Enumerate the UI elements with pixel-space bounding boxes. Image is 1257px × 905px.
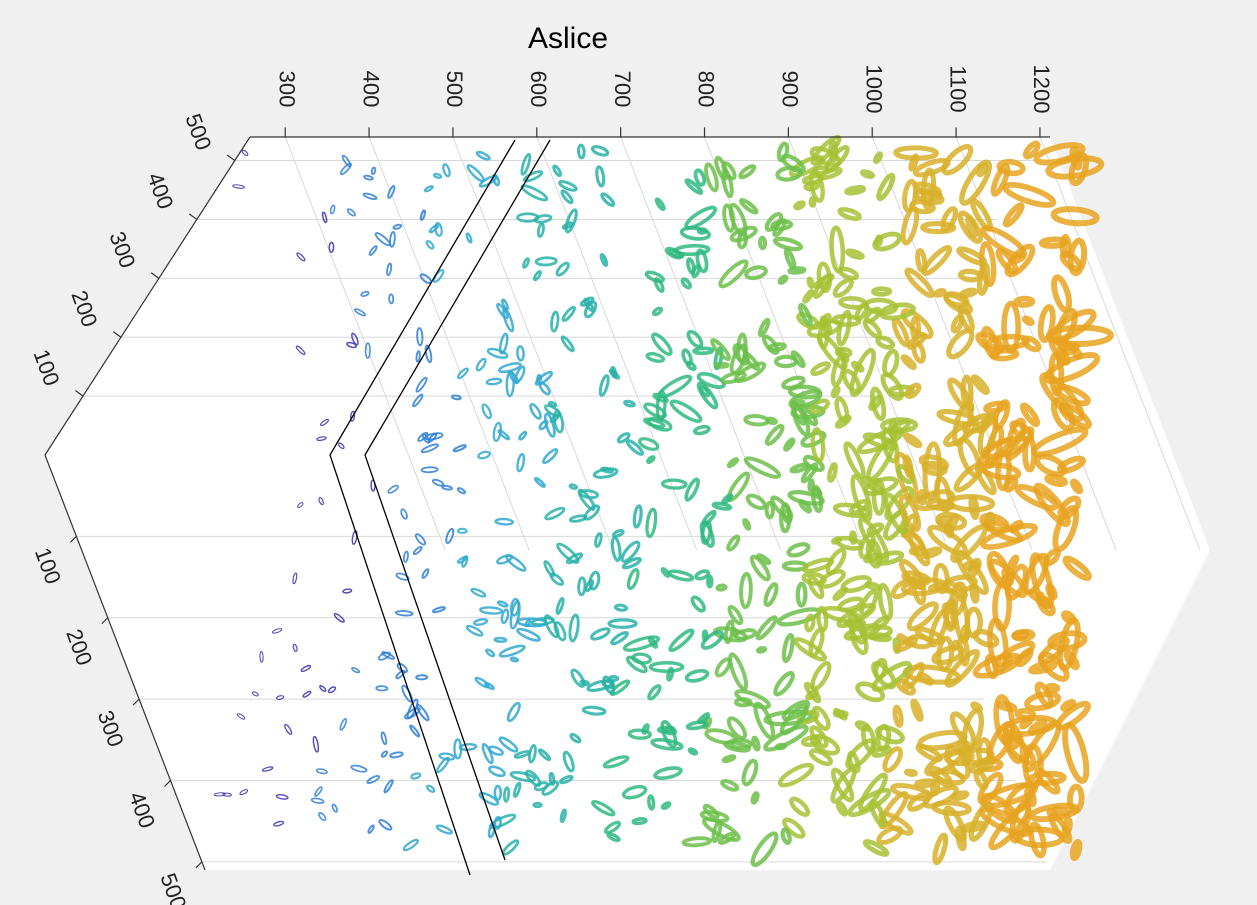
surface-blob bbox=[1047, 585, 1056, 598]
x-tick-label: 800 bbox=[694, 71, 719, 108]
surface-blob bbox=[716, 364, 728, 367]
x-tick-label: 300 bbox=[274, 71, 299, 108]
x-tick-label: 1200 bbox=[1029, 65, 1054, 114]
z-tick-label: 400 bbox=[124, 788, 160, 831]
x-tick-label: 700 bbox=[610, 71, 635, 108]
x-tick-label: 1100 bbox=[945, 65, 970, 112]
chart-title: Aslice bbox=[528, 22, 608, 55]
tick-mark bbox=[133, 699, 139, 705]
surface-blob bbox=[758, 647, 766, 652]
x-tick-label: 400 bbox=[358, 71, 383, 108]
surface-blob bbox=[789, 268, 804, 273]
y-tick-label: 300 bbox=[104, 228, 140, 271]
surface-blob bbox=[866, 583, 879, 590]
surface-blob bbox=[932, 782, 938, 794]
tick-mark bbox=[75, 391, 83, 397]
z-tick-label: 100 bbox=[30, 544, 66, 587]
surface-blob bbox=[808, 278, 813, 287]
surface-blob bbox=[876, 236, 882, 245]
page: Aslice 300400500600700800900100011001200… bbox=[0, 0, 1257, 905]
surface-blob bbox=[862, 171, 873, 178]
surface-blob bbox=[1024, 317, 1032, 324]
y-tick-label: 400 bbox=[142, 169, 178, 212]
surface-blob bbox=[689, 748, 697, 754]
surface-blob bbox=[752, 793, 759, 804]
tick-mark bbox=[164, 780, 170, 786]
tick-mark bbox=[102, 618, 108, 624]
surface-blob bbox=[1038, 598, 1050, 606]
z-tick-label: 200 bbox=[61, 626, 97, 669]
tick-mark bbox=[113, 332, 121, 338]
surface-blob bbox=[813, 488, 821, 496]
z-tick-label: 500 bbox=[155, 870, 191, 905]
surface-blob bbox=[846, 186, 864, 194]
x-tick-label: 600 bbox=[526, 71, 551, 108]
x-tick-label: 1000 bbox=[861, 65, 886, 114]
surface-blob bbox=[811, 198, 815, 205]
z-tick-label: 300 bbox=[93, 707, 129, 750]
tick-mark bbox=[70, 536, 76, 542]
x-tick-label: 500 bbox=[442, 71, 467, 108]
surface-blob bbox=[832, 387, 840, 397]
figure: Aslice 300400500600700800900100011001200… bbox=[0, 0, 1257, 905]
tick-mark bbox=[189, 214, 197, 220]
tick-mark bbox=[227, 155, 235, 161]
tick-mark bbox=[151, 273, 159, 279]
surface-blob bbox=[835, 712, 847, 716]
surface-blob bbox=[935, 290, 945, 297]
surface-blob bbox=[874, 153, 881, 162]
x-tick-label: 900 bbox=[778, 71, 803, 108]
y-tick-label: 200 bbox=[66, 287, 102, 330]
tick-mark bbox=[196, 862, 202, 868]
surface-blob bbox=[1071, 841, 1080, 858]
y-tick-label: 100 bbox=[29, 346, 65, 389]
surface-blob bbox=[708, 577, 712, 587]
surface-blob bbox=[911, 549, 925, 554]
y-tick-label: 500 bbox=[180, 110, 216, 153]
surface-blob bbox=[906, 771, 915, 775]
